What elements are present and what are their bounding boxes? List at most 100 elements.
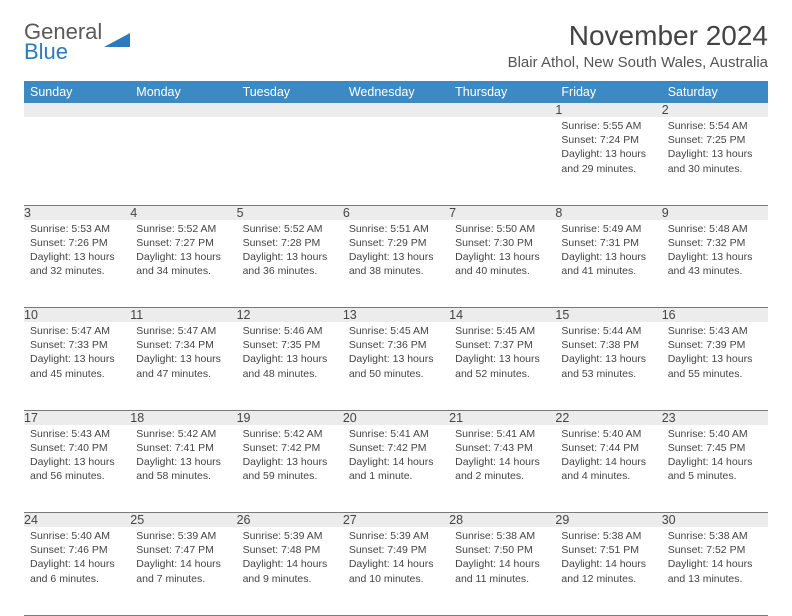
sunset-text: Sunset: 7:26 PM: [30, 236, 124, 250]
day-number: 29: [555, 513, 661, 528]
logo: General Blue: [24, 20, 130, 64]
sunrise-text: Sunrise: 5:39 AM: [136, 529, 230, 543]
day-details: Sunrise: 5:39 AMSunset: 7:48 PMDaylight:…: [237, 527, 343, 592]
sunset-text: Sunset: 7:48 PM: [243, 543, 337, 557]
sunset-text: Sunset: 7:24 PM: [561, 133, 655, 147]
day-details: Sunrise: 5:40 AMSunset: 7:44 PMDaylight:…: [555, 425, 661, 490]
sunrise-text: Sunrise: 5:47 AM: [30, 324, 124, 338]
day-cell: Sunrise: 5:42 AMSunset: 7:41 PMDaylight:…: [130, 425, 236, 513]
day-details: Sunrise: 5:41 AMSunset: 7:42 PMDaylight:…: [343, 425, 449, 490]
day-cell: [449, 117, 555, 205]
day-number: 24: [24, 513, 130, 528]
day-details: Sunrise: 5:41 AMSunset: 7:43 PMDaylight:…: [449, 425, 555, 490]
day-header: Sunday: [24, 81, 130, 103]
day-number: 22: [555, 410, 661, 425]
day-cell: [130, 117, 236, 205]
sunset-text: Sunset: 7:40 PM: [30, 441, 124, 455]
daylight-text: Daylight: 13 hours and 41 minutes.: [561, 250, 655, 278]
day-header: Friday: [555, 81, 661, 103]
sunrise-text: Sunrise: 5:54 AM: [668, 119, 762, 133]
day-details: Sunrise: 5:53 AMSunset: 7:26 PMDaylight:…: [24, 220, 130, 285]
sunset-text: Sunset: 7:39 PM: [668, 338, 762, 352]
day-number: 12: [237, 308, 343, 323]
day-number: 27: [343, 513, 449, 528]
sunset-text: Sunset: 7:34 PM: [136, 338, 230, 352]
sunrise-text: Sunrise: 5:45 AM: [455, 324, 549, 338]
day-header: Thursday: [449, 81, 555, 103]
daylight-text: Daylight: 13 hours and 58 minutes.: [136, 455, 230, 483]
sunrise-text: Sunrise: 5:41 AM: [455, 427, 549, 441]
day-details: Sunrise: 5:50 AMSunset: 7:30 PMDaylight:…: [449, 220, 555, 285]
sunset-text: Sunset: 7:36 PM: [349, 338, 443, 352]
day-number: 1: [555, 103, 661, 117]
daylight-text: Daylight: 13 hours and 48 minutes.: [243, 352, 337, 380]
daylight-text: Daylight: 14 hours and 12 minutes.: [561, 557, 655, 585]
day-details: Sunrise: 5:51 AMSunset: 7:29 PMDaylight:…: [343, 220, 449, 285]
day-number: [130, 103, 236, 117]
daylight-text: Daylight: 13 hours and 52 minutes.: [455, 352, 549, 380]
sunrise-text: Sunrise: 5:42 AM: [136, 427, 230, 441]
day-number: 15: [555, 308, 661, 323]
day-cell: Sunrise: 5:38 AMSunset: 7:52 PMDaylight:…: [662, 527, 768, 615]
sunset-text: Sunset: 7:32 PM: [668, 236, 762, 250]
week-content-row: Sunrise: 5:53 AMSunset: 7:26 PMDaylight:…: [24, 220, 768, 308]
day-number: 13: [343, 308, 449, 323]
week-number-row: 17181920212223: [24, 410, 768, 425]
day-header: Monday: [130, 81, 236, 103]
daylight-text: Daylight: 13 hours and 32 minutes.: [30, 250, 124, 278]
sunrise-text: Sunrise: 5:40 AM: [561, 427, 655, 441]
week-content-row: Sunrise: 5:40 AMSunset: 7:46 PMDaylight:…: [24, 527, 768, 615]
day-number: 6: [343, 205, 449, 220]
day-number: [343, 103, 449, 117]
sunrise-text: Sunrise: 5:38 AM: [668, 529, 762, 543]
triangle-icon: [104, 29, 130, 56]
daylight-text: Daylight: 13 hours and 30 minutes.: [668, 147, 762, 175]
day-cell: Sunrise: 5:48 AMSunset: 7:32 PMDaylight:…: [662, 220, 768, 308]
day-details: Sunrise: 5:47 AMSunset: 7:33 PMDaylight:…: [24, 322, 130, 387]
day-number: 8: [555, 205, 661, 220]
sunrise-text: Sunrise: 5:48 AM: [668, 222, 762, 236]
daylight-text: Daylight: 14 hours and 5 minutes.: [668, 455, 762, 483]
daylight-text: Daylight: 14 hours and 4 minutes.: [561, 455, 655, 483]
day-header: Saturday: [662, 81, 768, 103]
daylight-text: Daylight: 13 hours and 50 minutes.: [349, 352, 443, 380]
day-number: [449, 103, 555, 117]
day-cell: Sunrise: 5:52 AMSunset: 7:27 PMDaylight:…: [130, 220, 236, 308]
day-number: [24, 103, 130, 117]
day-number: 4: [130, 205, 236, 220]
daylight-text: Daylight: 14 hours and 7 minutes.: [136, 557, 230, 585]
day-details: Sunrise: 5:45 AMSunset: 7:36 PMDaylight:…: [343, 322, 449, 387]
sunrise-text: Sunrise: 5:39 AM: [349, 529, 443, 543]
day-details: Sunrise: 5:54 AMSunset: 7:25 PMDaylight:…: [662, 117, 768, 182]
sunrise-text: Sunrise: 5:40 AM: [30, 529, 124, 543]
day-number: 7: [449, 205, 555, 220]
day-details: Sunrise: 5:40 AMSunset: 7:46 PMDaylight:…: [24, 527, 130, 592]
day-details: Sunrise: 5:52 AMSunset: 7:28 PMDaylight:…: [237, 220, 343, 285]
sunset-text: Sunset: 7:25 PM: [668, 133, 762, 147]
sunrise-text: Sunrise: 5:52 AM: [243, 222, 337, 236]
sunrise-text: Sunrise: 5:50 AM: [455, 222, 549, 236]
day-number: 9: [662, 205, 768, 220]
day-details: Sunrise: 5:43 AMSunset: 7:39 PMDaylight:…: [662, 322, 768, 387]
sunset-text: Sunset: 7:37 PM: [455, 338, 549, 352]
day-details: Sunrise: 5:38 AMSunset: 7:51 PMDaylight:…: [555, 527, 661, 592]
day-cell: Sunrise: 5:41 AMSunset: 7:42 PMDaylight:…: [343, 425, 449, 513]
week-number-row: 12: [24, 103, 768, 117]
day-details: Sunrise: 5:39 AMSunset: 7:49 PMDaylight:…: [343, 527, 449, 592]
day-header-row: Sunday Monday Tuesday Wednesday Thursday…: [24, 81, 768, 103]
sunset-text: Sunset: 7:43 PM: [455, 441, 549, 455]
sunset-text: Sunset: 7:30 PM: [455, 236, 549, 250]
day-cell: Sunrise: 5:40 AMSunset: 7:45 PMDaylight:…: [662, 425, 768, 513]
day-number: 3: [24, 205, 130, 220]
day-cell: Sunrise: 5:54 AMSunset: 7:25 PMDaylight:…: [662, 117, 768, 205]
sunrise-text: Sunrise: 5:42 AM: [243, 427, 337, 441]
daylight-text: Daylight: 14 hours and 1 minute.: [349, 455, 443, 483]
daylight-text: Daylight: 14 hours and 11 minutes.: [455, 557, 549, 585]
day-details: Sunrise: 5:39 AMSunset: 7:47 PMDaylight:…: [130, 527, 236, 592]
day-details: Sunrise: 5:42 AMSunset: 7:42 PMDaylight:…: [237, 425, 343, 490]
sunrise-text: Sunrise: 5:55 AM: [561, 119, 655, 133]
sunrise-text: Sunrise: 5:45 AM: [349, 324, 443, 338]
daylight-text: Daylight: 14 hours and 2 minutes.: [455, 455, 549, 483]
day-number: 11: [130, 308, 236, 323]
day-cell: Sunrise: 5:40 AMSunset: 7:44 PMDaylight:…: [555, 425, 661, 513]
